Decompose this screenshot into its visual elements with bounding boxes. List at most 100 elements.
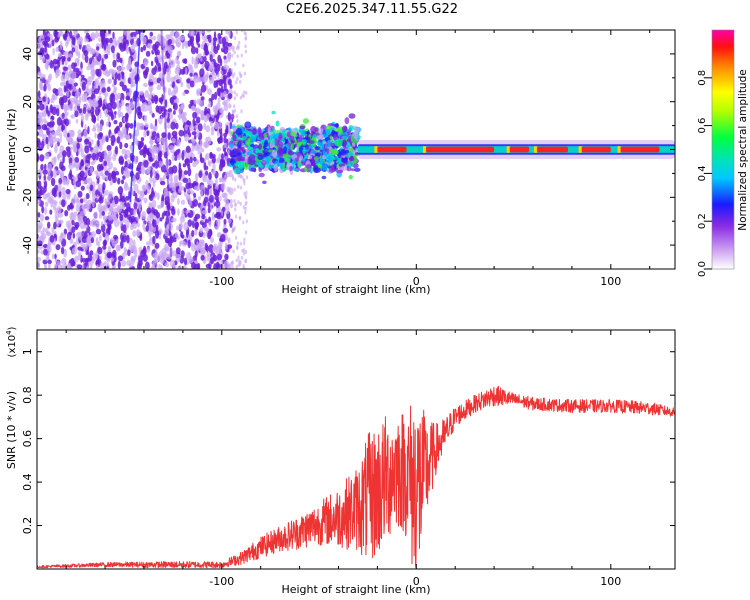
spectrogram-noise-speck	[166, 238, 170, 244]
spectrogram-dispersed-cell	[229, 143, 235, 149]
spectrogram-noise-speck	[44, 44, 47, 53]
spectrogram-noise-speck	[73, 147, 78, 153]
spectrogram-noise-speck	[69, 238, 74, 245]
spectrogram-noise-speck	[171, 250, 177, 257]
spectrogram-noise-speck	[227, 78, 232, 86]
spectrogram-noise-speck	[104, 189, 109, 196]
spectrogram-noise-speck	[82, 107, 87, 114]
spectrogram-noise-speck	[70, 114, 76, 119]
spectrogram-dispersed-cell	[350, 168, 356, 172]
spectrogram-noise-speck	[53, 233, 57, 239]
spectrogram-dispersed-cell	[299, 134, 303, 143]
spectrogram-noise-speck	[97, 240, 101, 247]
spectrogram-noise-speck	[193, 99, 197, 105]
snr-panel: -100 0 100 0.2 0.4 0.6 0.8 1 Height of straigh…	[5, 326, 676, 596]
spectrogram-noise-speck	[181, 151, 185, 161]
spectrogram-noise-speck	[56, 108, 60, 117]
spectrogram-noise-speck	[134, 249, 138, 258]
spectrogram-noise-speck	[196, 37, 200, 42]
spectrogram-noise-speck	[68, 119, 71, 126]
spectrogram-noise-speck	[112, 216, 118, 221]
spectrogram-dispersed-cell	[264, 139, 269, 148]
spectrogram-noise-speck	[143, 130, 147, 138]
spectrogram-noise-speck	[242, 220, 245, 225]
spectrogram-noise-speck	[37, 221, 43, 230]
spectrogram-noise-speck	[156, 137, 162, 142]
spectrogram-noise-speck	[56, 260, 61, 266]
spectrogram-noise-speck	[216, 157, 220, 164]
spectrogram-noise-speck	[218, 88, 221, 97]
spectrogram-dispersed-cell	[310, 150, 317, 154]
spectrogram-noise-speck	[213, 188, 219, 196]
spectrogram-noise-speck	[183, 187, 187, 193]
spectrogram-noise-speck	[41, 56, 46, 62]
spectrogram-noise-speck	[77, 129, 82, 136]
spectrogram-noise-speck	[80, 185, 85, 191]
spectrogram-noise-speck	[93, 211, 98, 220]
spectrogram-noise-speck	[223, 64, 228, 70]
spectrogram-noise-speck	[152, 162, 156, 168]
spectrogram-noise-speck	[216, 218, 221, 227]
spectrogram-noise-speck	[60, 74, 66, 82]
spectrogram-dispersed-cell	[255, 160, 262, 165]
spectrogram-noise-speck	[37, 249, 40, 254]
spectrogram-noise-speck	[108, 30, 111, 34]
spectrogram-noise-speck	[91, 218, 97, 228]
spectrogram-noise-speck	[44, 36, 51, 43]
spectrogram-dispersed-cell	[319, 134, 324, 140]
spectrogram-noise-speck	[82, 197, 87, 203]
spectrogram-noise-speck	[190, 241, 194, 247]
spectrogram-noise-speck	[58, 138, 62, 144]
spectrogram-noise-speck	[200, 43, 205, 50]
spectrogram-noise-speck	[96, 115, 100, 122]
spectrogram-noise-speck	[185, 229, 189, 238]
spectrogram-noise-speck	[221, 37, 227, 46]
spectrogram-noise-speck	[179, 76, 182, 84]
spectrogram-noise-speck	[187, 40, 192, 47]
spectrogram-noise-speck	[42, 193, 48, 200]
spectrogram-noise-speck	[220, 259, 224, 267]
spectrogram-noise-speck	[136, 122, 141, 131]
spectrogram-noise-speck	[144, 122, 149, 128]
spectrogram-dispersed-cell	[347, 160, 354, 168]
spectrogram-noise-speck	[77, 231, 83, 236]
spectrogram-dispersed-cell	[244, 121, 252, 129]
spectrogram-noise-speck	[59, 40, 63, 50]
spectrogram-noise-speck	[184, 158, 191, 167]
spectrogram-noise-speck	[160, 200, 165, 209]
spectrogram-noise-speck	[39, 154, 45, 162]
spectrogram-tone-edge	[617, 146, 621, 153]
spectrogram-dispersed-cell	[314, 146, 321, 151]
spectrogram-noise-speck	[230, 68, 233, 73]
spectrogram-noise-speck	[73, 216, 77, 221]
spectrogram-noise-speck	[121, 260, 127, 267]
spectrogram-dispersed-cell	[277, 137, 282, 141]
spectrogram-panel: -100 0 100 -40 -20 0 20 40 Height of straight …	[5, 29, 676, 296]
colorbar-label: Normalized spectral amplitude	[737, 69, 749, 230]
spectrogram-noise-speck	[99, 262, 104, 269]
spectrogram-noise-speck	[60, 246, 65, 255]
spectrogram-noise-speck	[65, 39, 69, 48]
spectrogram-noise-speck	[38, 112, 44, 118]
spectrogram-noise-speck	[198, 170, 203, 179]
spectrogram-noise-speck	[123, 216, 128, 224]
snr-ytick-label: 0.6	[21, 430, 34, 448]
spectrogram-noise-speck	[101, 58, 104, 66]
spectrogram-noise-speck	[87, 106, 92, 111]
spectrogram-noise-speck	[41, 232, 47, 240]
spectrogram-noise-speck	[65, 188, 71, 195]
spectrogram-noise-speck	[44, 163, 47, 171]
spectrogram-noise-speck	[233, 36, 237, 41]
spectrogram-noise-speck	[216, 253, 222, 261]
spectrogram-noise-speck	[49, 104, 54, 114]
spectrogram-noise-speck	[49, 41, 52, 49]
spectrogram-noise-speck	[72, 86, 77, 92]
spectrogram-noise-speck	[244, 44, 247, 49]
spectrogram-noise-speck	[52, 201, 57, 211]
spectrogram-noise-speck	[102, 231, 106, 238]
spectrogram-dispersed-cell	[296, 142, 303, 146]
spectrogram-noise-speck	[239, 185, 243, 190]
spectrogram-noise-speck	[142, 253, 148, 262]
spectrogram-dispersed-cell	[267, 127, 271, 133]
spectrogram-noise-speck	[181, 43, 185, 50]
